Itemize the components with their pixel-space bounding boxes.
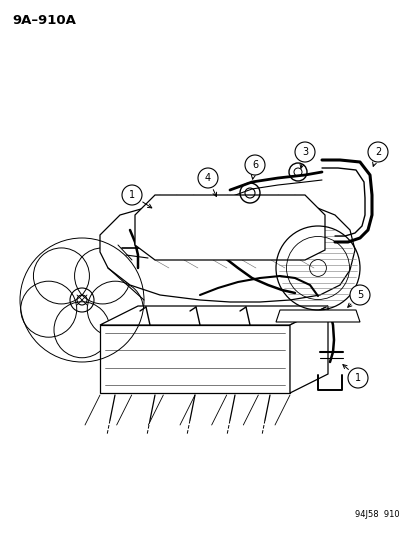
- Circle shape: [244, 155, 264, 175]
- Text: 1: 1: [128, 190, 135, 200]
- Circle shape: [294, 142, 314, 162]
- Polygon shape: [100, 198, 354, 302]
- Polygon shape: [100, 306, 327, 325]
- Text: 9A–910A: 9A–910A: [12, 14, 76, 27]
- Circle shape: [367, 142, 387, 162]
- Text: 6: 6: [252, 160, 257, 170]
- Text: 1: 1: [354, 373, 360, 383]
- Polygon shape: [135, 195, 324, 260]
- Circle shape: [197, 168, 218, 188]
- Circle shape: [347, 368, 367, 388]
- Text: 2: 2: [374, 147, 380, 157]
- Text: 94J58  910: 94J58 910: [354, 510, 399, 519]
- Polygon shape: [275, 310, 359, 322]
- Text: 4: 4: [204, 173, 211, 183]
- Circle shape: [122, 185, 142, 205]
- Polygon shape: [100, 325, 289, 393]
- Circle shape: [349, 285, 369, 305]
- Polygon shape: [289, 306, 327, 393]
- Text: 3: 3: [301, 147, 307, 157]
- Text: 5: 5: [356, 290, 362, 300]
